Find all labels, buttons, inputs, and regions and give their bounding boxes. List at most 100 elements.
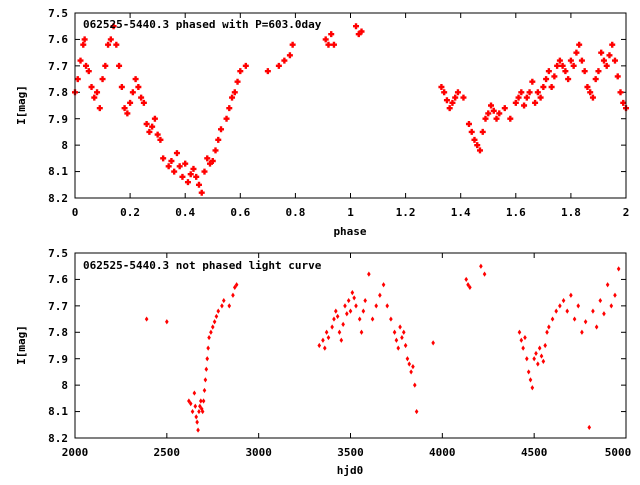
bottom-data-point (537, 345, 542, 351)
bottom-data-point (616, 266, 621, 272)
top-data-points (72, 23, 629, 196)
bottom-data-point (352, 295, 356, 301)
top-data-point (595, 68, 602, 75)
top-data-point (476, 147, 483, 154)
bottom-data-point (539, 353, 544, 359)
top-data-point (617, 89, 624, 96)
bottom-data-point (534, 350, 538, 357)
top-data-point (523, 94, 530, 101)
top-data-point (102, 62, 109, 69)
top-data-point (485, 110, 492, 117)
bottom-data-point (401, 329, 406, 335)
top-data-point (116, 62, 123, 69)
bottom-data-point (205, 356, 210, 362)
bottom-data-point (479, 263, 483, 269)
bottom-data-point (385, 303, 390, 309)
bottom-y-tick-label: 8.1 (48, 405, 68, 418)
bottom-data-point (317, 342, 322, 349)
bottom-panel: 062525-5440.3 not phased light curve 7.5… (15, 247, 631, 477)
bottom-data-point (370, 316, 375, 322)
top-data-point (160, 155, 167, 162)
bottom-data-point (561, 297, 566, 304)
bottom-data-point (187, 398, 191, 404)
bottom-data-point (554, 308, 559, 314)
bottom-data-point (543, 342, 547, 349)
top-data-point (578, 57, 585, 64)
top-data-point (353, 23, 360, 30)
bottom-y-tick-label: 8 (61, 379, 68, 392)
bottom-data-point (605, 282, 610, 288)
top-data-point (537, 94, 544, 101)
bottom-y-tick-label: 7.5 (48, 247, 68, 260)
top-data-point (135, 84, 142, 90)
bottom-data-point (199, 398, 203, 404)
bottom-x-tick-label: 4500 (521, 446, 548, 459)
top-data-point (281, 57, 288, 64)
top-data-point (512, 99, 519, 106)
top-data-point (438, 84, 445, 90)
top-x-tick-label: 0.8 (285, 206, 305, 219)
top-data-point (173, 150, 180, 157)
top-data-point (209, 158, 216, 164)
top-data-point (471, 136, 478, 143)
bottom-y-tick-label: 7.7 (48, 300, 68, 313)
top-plot-frame (74, 12, 627, 199)
top-data-point (146, 128, 153, 135)
bottom-data-point (550, 316, 555, 322)
top-data-point (454, 89, 461, 96)
top-data-point (452, 94, 459, 101)
top-data-point (229, 94, 236, 101)
bottom-data-point (192, 390, 197, 396)
bottom-data-point (466, 282, 470, 288)
bottom-data-point (602, 311, 606, 317)
top-x-tick-label: 1.2 (396, 206, 416, 219)
top-data-point (85, 68, 92, 75)
top-data-point (482, 115, 489, 122)
top-data-point (551, 73, 558, 80)
bottom-x-axis-label: hjd0 (337, 464, 364, 477)
top-data-point (603, 62, 610, 69)
top-data-point (328, 31, 335, 38)
bottom-data-point (613, 292, 617, 298)
bottom-data-point (210, 324, 215, 330)
bottom-data-point (335, 313, 340, 320)
top-data-point (620, 99, 627, 106)
top-data-point (543, 76, 550, 83)
bottom-data-point (350, 290, 355, 296)
top-data-point (507, 115, 514, 122)
top-data-point (168, 158, 175, 164)
bottom-data-point (532, 356, 536, 362)
top-data-point (118, 84, 125, 90)
bottom-data-point (594, 324, 599, 330)
top-y-tick-label: 7.5 (48, 7, 68, 20)
bottom-data-point (381, 282, 386, 288)
top-data-point (609, 41, 616, 48)
bottom-x-tick-label: 3000 (245, 446, 272, 459)
bottom-data-point (337, 329, 342, 335)
bottom-data-point (334, 308, 338, 314)
top-data-point (140, 99, 147, 106)
top-data-point (218, 126, 225, 133)
bottom-axis-ticks (74, 252, 627, 439)
bottom-data-point (197, 408, 201, 415)
top-data-point (468, 128, 475, 135)
bottom-data-point (400, 334, 404, 341)
top-data-point (242, 62, 249, 69)
top-data-point (289, 41, 296, 48)
top-data-point (570, 62, 577, 69)
top-x-tick-label: 1.6 (506, 206, 526, 219)
top-data-point (534, 89, 541, 96)
top-panel: 062525-5440.3 phased with P=603.0day 7.5… (15, 7, 629, 238)
bottom-data-point (526, 369, 531, 375)
top-data-point (138, 94, 145, 101)
top-data-point (190, 165, 197, 172)
bottom-data-point (165, 319, 169, 325)
top-data-point (182, 160, 189, 167)
top-data-point (598, 49, 605, 56)
bottom-data-point (378, 292, 382, 298)
top-y-tick-label: 7.6 (48, 33, 68, 46)
bottom-data-point (361, 308, 366, 314)
top-data-point (581, 68, 588, 75)
